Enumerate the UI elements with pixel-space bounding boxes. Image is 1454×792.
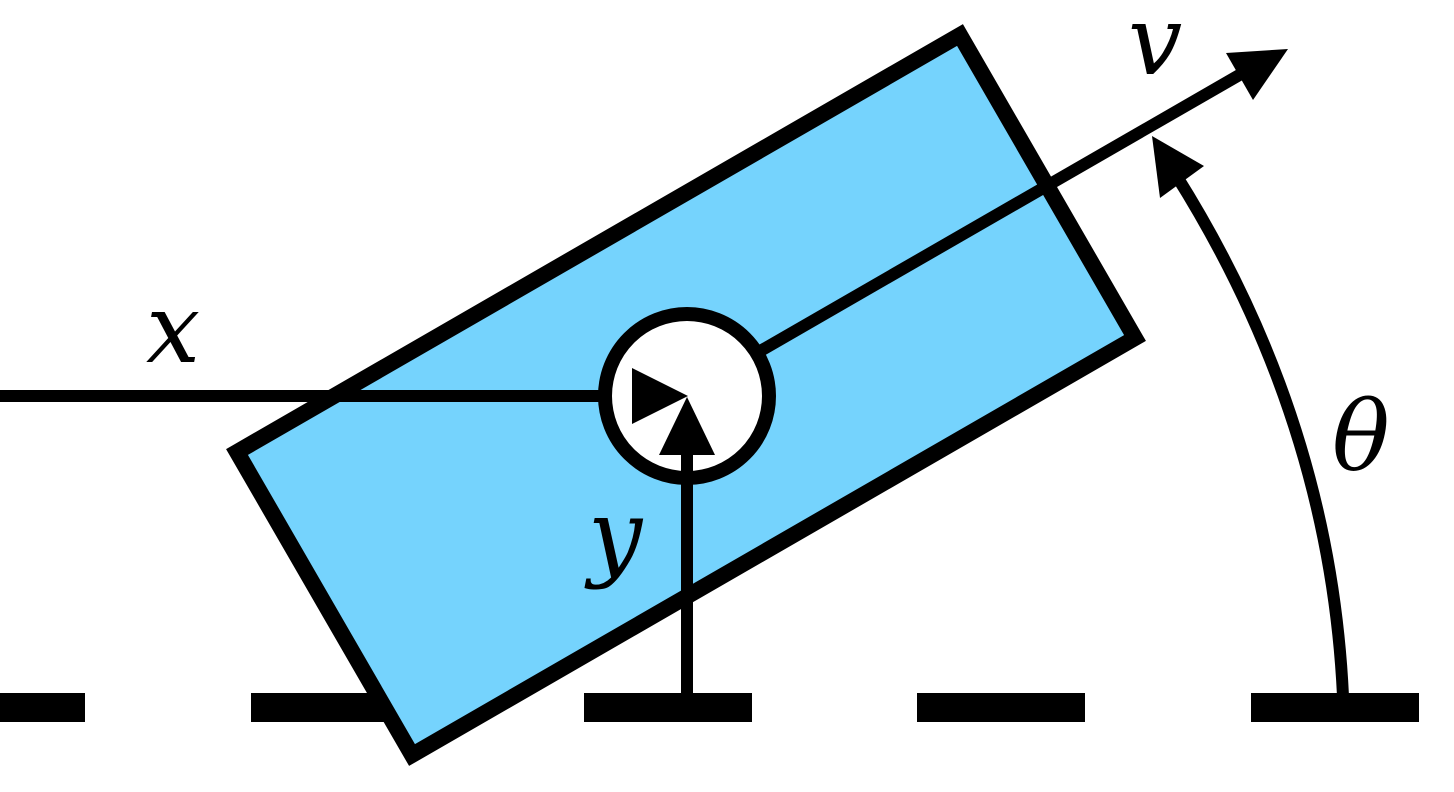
velocity-axis-line [759, 64, 1251, 356]
velocity-arrowhead [1226, 49, 1288, 100]
theta-angle-arc [1170, 171, 1349, 697]
ground-dash-4 [917, 693, 1085, 722]
ground-dash-1 [0, 693, 85, 722]
theta-arrowhead [1152, 136, 1204, 198]
y-label: y [584, 479, 644, 591]
ground-dash-3 [584, 693, 752, 722]
y-position-arrowhead [659, 397, 715, 455]
x-position-arrowhead [632, 368, 688, 424]
ground-dash-5 [1251, 693, 1419, 722]
v-label: v [1128, 0, 1182, 97]
theta-label: θ [1332, 381, 1390, 493]
x-label: x [146, 273, 200, 385]
ground-reference-line [0, 693, 1419, 722]
